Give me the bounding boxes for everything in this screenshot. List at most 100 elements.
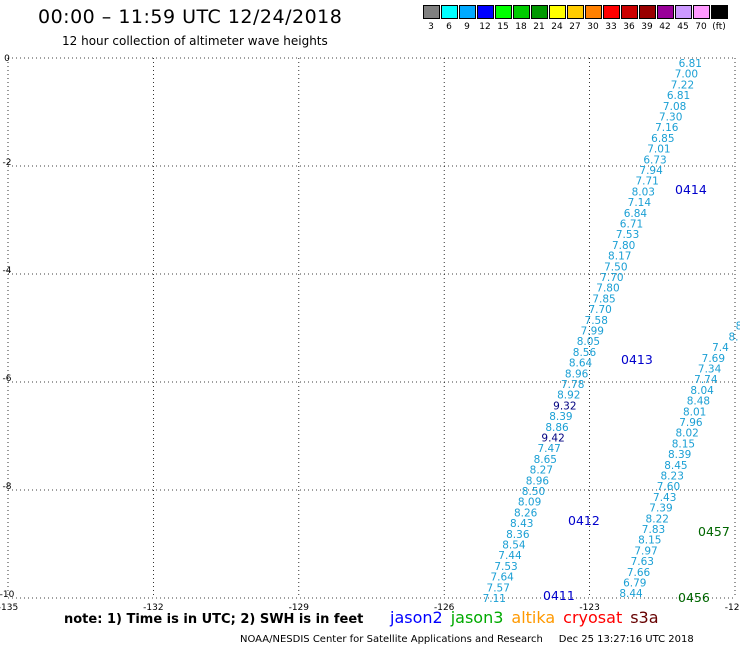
wave-height-label: 7.30 [659, 112, 682, 124]
colorbar-label: 70 [695, 22, 707, 32]
colorbar-swatch [639, 5, 656, 19]
x-tick-label: -132 [143, 603, 163, 613]
wave-height-label: 8.23 [661, 471, 684, 483]
y-tick-label: -8 [3, 482, 12, 492]
wave-height-label: 7.70 [588, 304, 611, 316]
legend-jason2: jason2 [390, 608, 443, 627]
colorbar-swatch [531, 5, 548, 19]
pass-time-tag: 0412 [568, 513, 600, 528]
wave-height-label: 7.14 [628, 197, 652, 209]
wave-height-label: 7.99 [581, 326, 604, 338]
wave-height-label: 8.15 [672, 438, 695, 450]
wave-height-label: 7.57 [487, 582, 510, 594]
colorbar-label: 3 [428, 22, 434, 32]
wave-height-label: 6.84 [624, 208, 648, 220]
colorbar-swatch [657, 5, 674, 19]
pass-time-tag: 0411 [543, 588, 575, 603]
x-tick-label: -123 [579, 603, 599, 613]
colorbar-label: 27 [569, 22, 581, 32]
wave-height-label: 8.48 [687, 396, 710, 408]
wave-height-label: 7.85 [592, 293, 615, 305]
x-tick-label: -126 [434, 603, 455, 613]
legend-cryosat: cryosat [563, 608, 623, 627]
wave-height-label: 8.92 [557, 390, 580, 402]
wave-height-label: 8.50 [522, 486, 545, 498]
wave-height-label: 6.73 [643, 154, 666, 166]
wave-height-label: 7.74 [694, 374, 718, 386]
colorbar-swatch [459, 5, 476, 19]
wave-height-label: 7.47 [537, 443, 560, 455]
wave-height-label: 8.39 [549, 411, 572, 423]
colorbar-label: 15 [497, 22, 509, 32]
wave-height-label: 7.22 [671, 79, 694, 91]
wave-height-label: 6.81 [679, 58, 702, 70]
colorbar-swatch [495, 5, 512, 19]
wave-height-label: 8.64 [569, 358, 593, 370]
wave-height-label: 7.58 [585, 315, 608, 327]
colorbar-swatch [711, 5, 728, 19]
wave-height-label: 8 [736, 321, 740, 333]
note-text: note: 1) Time is in UTC; 2) SWH is in fe… [64, 612, 364, 627]
wave-height-label: 9.42 [541, 433, 564, 445]
colorbar-label: 33 [605, 22, 617, 32]
wave-height-label: 7.69 [702, 353, 725, 365]
colorbar-label: 21 [533, 22, 545, 32]
wave-height-label: 7.11 [483, 593, 506, 605]
x-tick-label: -129 [289, 603, 310, 613]
colorbar-label: (ft) [712, 22, 726, 32]
colorbar-swatch [675, 5, 692, 19]
wave-height-label: 8.96 [526, 475, 550, 487]
legend-s3a: s3a [630, 608, 659, 627]
wave-height-label: 8.17 [608, 251, 631, 263]
pass-time-tag: 0413 [621, 352, 653, 367]
wave-height-label: 8.43 [510, 518, 533, 530]
colorbar-swatch [585, 5, 602, 19]
colorbar-label: 9 [464, 22, 470, 32]
colorbar-swatch [567, 5, 584, 19]
wave-height-label: 7.43 [653, 492, 676, 504]
wave-height-label: 7.53 [616, 229, 639, 241]
wave-height-label: 7.96 [679, 417, 703, 429]
wave-height-colorbar: 3 6 9 12 15 18 21 24 27 30 33 36 39 42 45 70 (ft) [423, 5, 728, 39]
wave-height-label: 7.83 [642, 524, 665, 536]
wave-height-label: 7.16 [655, 122, 679, 134]
pass-time-tag: 0456 [678, 590, 710, 605]
colorbar-label: 36 [623, 22, 635, 32]
colorbar-label: 12 [479, 22, 491, 32]
y-tick-label: -2 [3, 158, 12, 168]
wave-height-label: 7.70 [600, 272, 623, 284]
wave-height-label: 8.04 [690, 385, 714, 397]
wave-height-label: 7.97 [634, 545, 657, 557]
y-tick-label: -4 [3, 266, 12, 276]
colorbar-swatch [513, 5, 530, 19]
wave-height-label: 7.34 [698, 364, 722, 376]
colorbar-label: 30 [587, 22, 599, 32]
wave-height-label: 8.15 [638, 535, 661, 547]
wave-height-label: 7.08 [663, 101, 686, 113]
wave-height-label: 8.65 [534, 454, 557, 466]
wave-height-label: 7.80 [612, 240, 635, 252]
colorbar-swatch [603, 5, 620, 19]
credit-text: NOAA/NESDIS Center for Satellite Applica… [240, 634, 694, 645]
wave-height-label: 7.66 [627, 567, 651, 579]
wave-height-label: 7.78 [561, 379, 584, 391]
pass-time-tag: 0457 [698, 524, 730, 539]
wave-height-label: 8.27 [530, 465, 553, 477]
wave-height-label: 7.44 [498, 550, 522, 562]
colorbar-label: 39 [641, 22, 653, 32]
wave-height-label: 7.39 [649, 503, 672, 515]
wave-height-label: 7.00 [675, 69, 698, 81]
wave-height-label: 9.32 [553, 400, 576, 412]
wave-height-label: 6.81 [667, 90, 690, 102]
wave-height-label: 8.45 [664, 460, 687, 472]
wave-height-label: 8.02 [675, 428, 698, 440]
colorbar-swatch [549, 5, 566, 19]
colorbar-swatch [441, 5, 458, 19]
y-tick-label: -10 [0, 590, 15, 600]
wave-height-label: 6.71 [620, 219, 643, 231]
wave-height-label: 8.96 [565, 368, 589, 380]
x-tick-label: -120 [725, 603, 740, 613]
wave-height-label: 7.64 [490, 572, 514, 584]
colorbar-label: 6 [446, 22, 452, 32]
